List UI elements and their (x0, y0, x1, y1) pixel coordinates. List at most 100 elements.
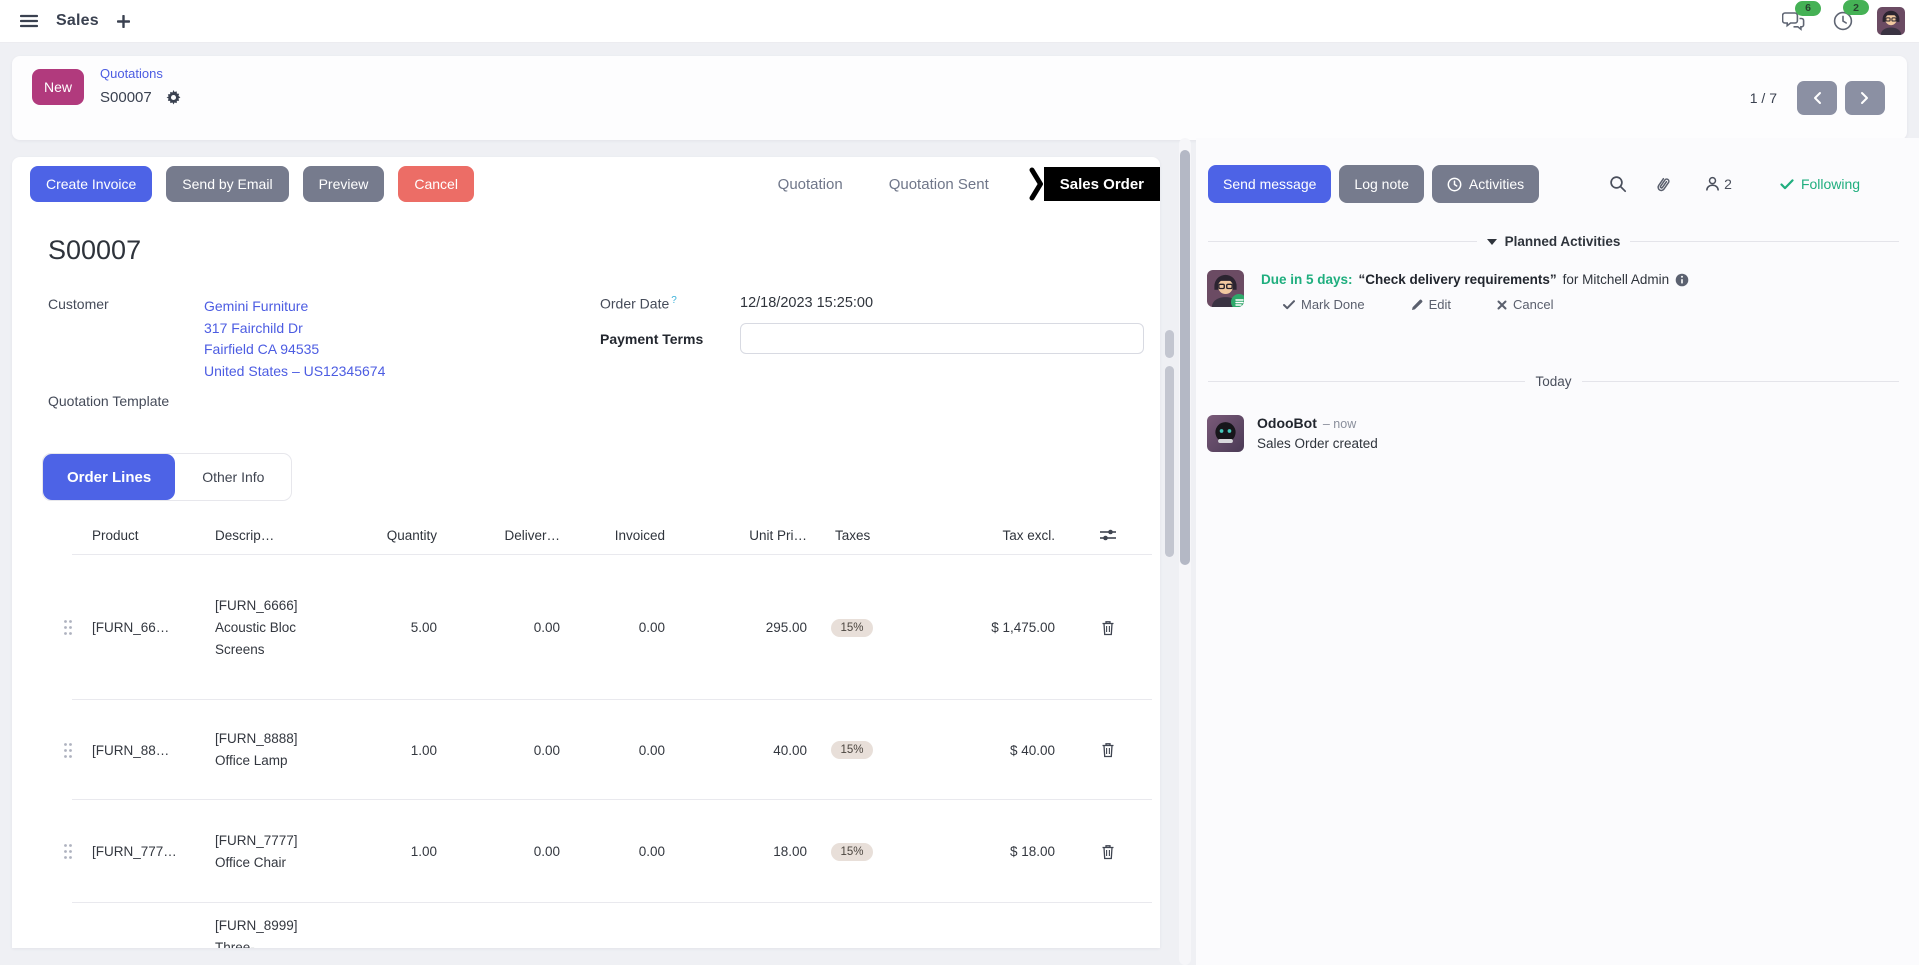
cell-product[interactable]: [FURN_88… (92, 742, 170, 758)
form-scrollbar (1164, 138, 1175, 948)
cell-product[interactable]: [FURN_66… (92, 620, 170, 635)
stage-arrow-icon (1029, 167, 1043, 201)
payment-terms-label: Payment Terms (600, 330, 704, 347)
cell-tax-excl: $ 18.00 (1009, 844, 1055, 859)
quotation-template-field: Quotation Template (48, 393, 204, 409)
cell-tax-excl: $ 40.00 (1009, 742, 1055, 758)
cell-invoiced[interactable]: 0.00 (638, 620, 665, 635)
caret-down-icon (1486, 238, 1497, 245)
pager-next-button[interactable] (1845, 81, 1885, 115)
stage-quotation[interactable]: Quotation (772, 175, 849, 194)
col-invoiced: Invoiced (614, 527, 665, 543)
stage-sales-order-active[interactable]: Sales Order (1029, 167, 1160, 201)
activity-type-icon (1231, 294, 1244, 307)
tax-badge[interactable]: 15% (831, 618, 873, 637)
form-scrollbar-thumb[interactable] (1165, 330, 1174, 358)
activities-badge: 2 (1843, 0, 1869, 15)
x-icon (1497, 300, 1507, 309)
log-note-button[interactable]: Log note (1339, 165, 1424, 203)
activities-clock-icon[interactable]: 2 (1829, 0, 1869, 35)
tab-other-info[interactable]: Other Info (175, 454, 292, 500)
cell-description[interactable]: [FURN_8999] Three- (215, 918, 298, 948)
clock-icon (1447, 177, 1462, 191)
cell-description[interactable]: [FURN_8888] Office Lamp (215, 731, 298, 768)
col-taxes: Taxes (835, 527, 871, 543)
form-scrollbar-thumb[interactable] (1165, 366, 1174, 557)
order-date-value[interactable]: 12/18/2023 15:25:00 (740, 295, 874, 311)
stage-quotation-sent[interactable]: Quotation Sent (883, 175, 995, 194)
cell-unit-price[interactable]: 40.00 (773, 742, 807, 758)
cell-invoiced[interactable]: 0.00 (638, 844, 665, 859)
tax-badge[interactable]: 15% (831, 741, 873, 759)
drag-handle-icon[interactable] (63, 843, 73, 860)
app-menu-sales[interactable]: Sales (56, 12, 99, 30)
customer-address-line2[interactable]: Fairfield CA 94535 (204, 341, 320, 357)
gear-icon[interactable] (166, 90, 181, 105)
customer-label: Customer (48, 296, 109, 312)
cancel-button[interactable]: Cancel (398, 166, 474, 202)
drag-handle-icon[interactable] (63, 619, 73, 636)
table-row: [FURN_66… [FURN_6666] Acoustic Bloc Scre… (12, 555, 1160, 700)
preview-button[interactable]: Preview (302, 166, 385, 202)
user-avatar[interactable] (1877, 7, 1905, 35)
message-author[interactable]: OdooBot (1257, 415, 1317, 431)
payment-terms-input[interactable] (740, 323, 1144, 354)
activities-button[interactable]: Activities (1431, 165, 1540, 203)
mark-done-button[interactable]: Mark Done (1277, 296, 1371, 313)
order-date-label: Order Date? (600, 295, 677, 312)
messages-icon[interactable]: 6 (1778, 0, 1821, 35)
cell-delivered[interactable]: 0.00 (533, 844, 560, 859)
following-button[interactable]: Following (1774, 175, 1866, 193)
form-toolbar: Create Invoice Send by Email Preview Can… (30, 166, 474, 202)
pager-previous-button[interactable] (1797, 81, 1837, 115)
col-tax-excl: Tax excl. (1002, 527, 1055, 543)
paperclip-icon[interactable] (1654, 175, 1672, 194)
add-icon[interactable] (113, 11, 134, 32)
cell-quantity[interactable]: 1.00 (410, 844, 437, 859)
trash-icon[interactable] (1101, 844, 1115, 860)
chatter-toolbar: Send message Log note Activities 2 Follo… (1208, 165, 1899, 203)
cell-delivered[interactable]: 0.00 (533, 742, 560, 758)
planned-activities-section: Planned Activities (1208, 234, 1899, 249)
trash-icon[interactable] (1101, 742, 1115, 758)
search-icon[interactable] (1609, 175, 1627, 193)
send-by-email-button[interactable]: Send by Email (166, 166, 289, 202)
statusbar: Quotation Quotation Sent Sales Order (772, 167, 1160, 201)
menu-icon[interactable] (16, 10, 42, 32)
cell-product[interactable]: [FURN_777… (92, 844, 177, 859)
breadcrumb-current: S00007 (100, 89, 152, 106)
breadcrumb-parent-quotations[interactable]: Quotations (100, 66, 163, 81)
info-icon[interactable] (1675, 273, 1689, 287)
cancel-activity-button[interactable]: Cancel (1491, 296, 1559, 313)
followers-button[interactable]: 2 (1699, 175, 1738, 193)
edit-button[interactable]: Edit (1405, 296, 1457, 313)
page-scrollbar-thumb[interactable] (1180, 150, 1190, 565)
tax-badge[interactable]: 15% (831, 842, 873, 861)
cell-delivered[interactable]: 0.00 (533, 620, 560, 635)
message-timestamp: – now (1322, 417, 1357, 431)
planned-activities-divider[interactable]: Planned Activities (1208, 234, 1899, 249)
messages-badge: 6 (1795, 0, 1821, 16)
trash-icon[interactable] (1101, 620, 1115, 636)
customer-address-line3[interactable]: United States – US12345674 (204, 362, 386, 379)
send-message-button[interactable]: Send message (1208, 165, 1332, 203)
sliders-icon[interactable] (1099, 528, 1117, 542)
cell-unit-price[interactable]: 295.00 (765, 620, 807, 635)
cell-quantity[interactable]: 1.00 (410, 742, 437, 758)
cell-description[interactable]: [FURN_7777] Office Chair (215, 832, 298, 870)
cell-quantity[interactable]: 5.00 (410, 620, 437, 635)
activity-item: Due in 5 days: “Check delivery requireme… (1207, 270, 1907, 313)
cell-unit-price[interactable]: 18.00 (773, 844, 807, 859)
new-button[interactable]: New (32, 69, 85, 105)
tab-order-lines[interactable]: Order Lines (43, 454, 176, 500)
cell-invoiced[interactable]: 0.00 (638, 742, 665, 758)
customer-name-link[interactable]: Gemini Furniture (204, 298, 309, 314)
create-invoice-button[interactable]: Create Invoice (30, 166, 153, 202)
drag-handle-icon[interactable] (63, 742, 73, 759)
activity-avatar (1207, 270, 1244, 307)
customer-address-line1[interactable]: 317 Fairchild Dr (204, 319, 303, 336)
app-name: Sales (56, 12, 99, 29)
cell-description[interactable]: [FURN_6666] Acoustic Bloc Screens (215, 597, 298, 657)
chatter-panel: Send message Log note Activities 2 Follo… (1196, 138, 1919, 965)
payment-terms-field: Payment Terms (600, 323, 1152, 354)
